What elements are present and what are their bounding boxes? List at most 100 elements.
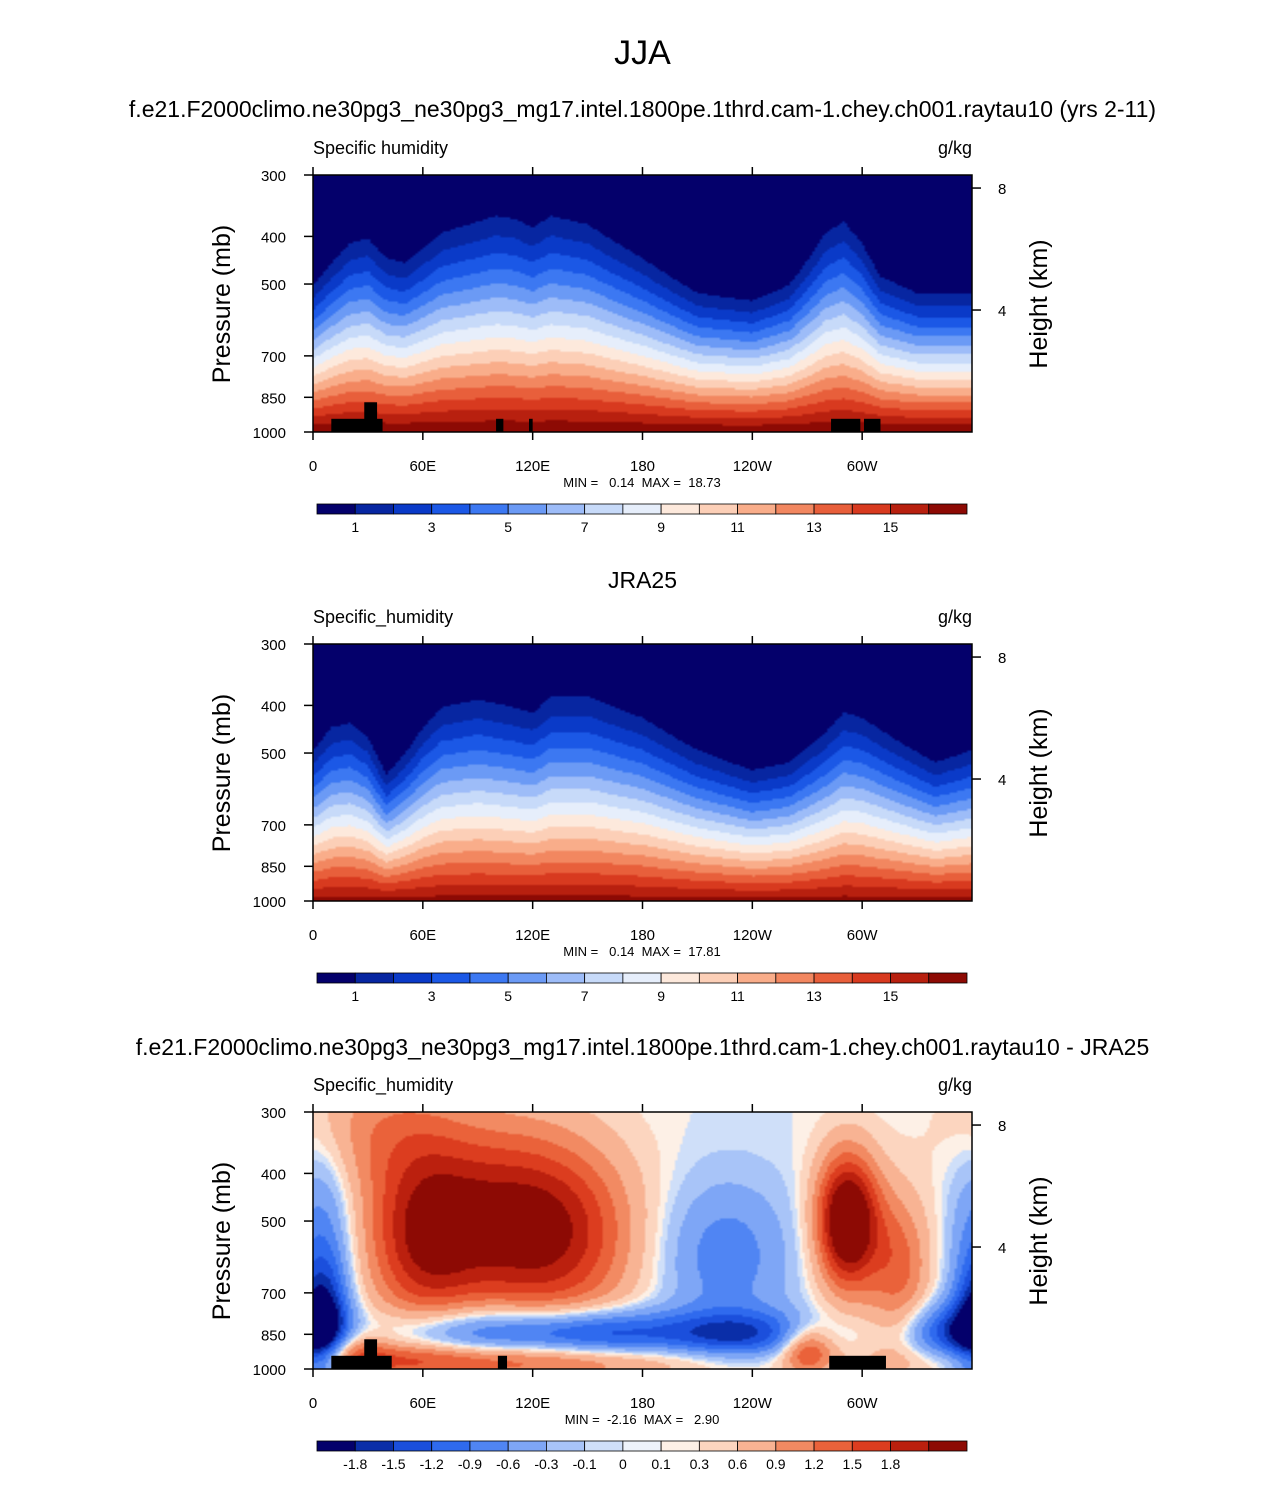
colorbar-swatch	[393, 503, 433, 515]
y-tick-label: 1000	[253, 425, 286, 442]
colorbar-swatch	[737, 972, 777, 984]
x-tick-label: 180	[630, 1395, 655, 1412]
y-tick-label: 400	[261, 698, 286, 715]
colorbar-swatch	[469, 503, 509, 515]
x-tick-label: 60E	[409, 927, 436, 944]
colorbar-swatch	[546, 972, 586, 984]
panel-1-ylabel: Pressure (mb)	[208, 225, 236, 383]
y-tick-label: 700	[261, 349, 286, 366]
y2-tick-label: 4	[998, 772, 1006, 789]
colorbar-swatch	[622, 972, 662, 984]
colorbar-label: 0	[619, 1456, 627, 1472]
colorbar-swatch	[890, 972, 930, 984]
x-tick-label: 120W	[733, 1395, 773, 1412]
y-tick-label: 500	[261, 746, 286, 763]
colorbar-label: 1	[351, 519, 359, 535]
colorbar-label: -1.5	[381, 1456, 405, 1472]
topography-mask	[529, 418, 533, 432]
colorbar-swatch	[507, 503, 547, 515]
colorbar-swatch	[622, 1440, 662, 1452]
colorbar-swatch	[431, 1440, 471, 1452]
colorbar-label: 0.6	[728, 1456, 748, 1472]
colorbar-swatch	[507, 972, 547, 984]
colorbar-swatch	[737, 1440, 777, 1452]
y-tick-label: 1000	[253, 1362, 286, 1379]
y-tick-label: 700	[261, 818, 286, 835]
colorbar-label: 0.3	[690, 1456, 710, 1472]
colorbar-label: -1.8	[343, 1456, 367, 1472]
colorbar-label: 13	[806, 988, 822, 1004]
panel-3-units-label: g/kg	[938, 1075, 972, 1095]
y-tick-label: 700	[261, 1286, 286, 1303]
panel-2-chart: Specific_humidity g/kg Pressure (mb) Hei…	[208, 607, 1053, 1004]
panel-1-title: f.e21.F2000climo.ne30pg3_ne30pg3_mg17.in…	[128, 96, 1157, 122]
x-tick-label: 120E	[515, 1395, 550, 1412]
panel-1-y2label: Height (km)	[1025, 239, 1053, 368]
y2-tick-label: 8	[998, 650, 1006, 667]
colorbar-swatch	[584, 503, 624, 515]
colorbar-swatch	[813, 972, 853, 984]
colorbar-swatch	[737, 503, 777, 515]
colorbar-swatch	[775, 1440, 815, 1452]
panel-3-variable-label: Specific_humidity	[313, 1075, 453, 1096]
colorbar-swatch	[698, 972, 738, 984]
colorbar-swatch	[660, 1440, 700, 1452]
panel-3-y2label: Height (km)	[1025, 1176, 1053, 1305]
colorbar-swatch	[851, 972, 891, 984]
colorbar-swatch	[775, 972, 815, 984]
panel-1-units-label: g/kg	[938, 138, 972, 158]
colorbar-label: -0.6	[496, 1456, 520, 1472]
colorbar-swatch	[354, 503, 394, 515]
topography-mask	[863, 418, 881, 432]
panel-2-y2label: Height (km)	[1025, 708, 1053, 837]
panel-1-chart: Specific humidity g/kg Pressure (mb) Hei…	[208, 138, 1053, 535]
colorbar-label: -1.2	[420, 1456, 444, 1472]
colorbar-label: 3	[428, 519, 436, 535]
colorbar-label: -0.1	[573, 1456, 597, 1472]
colorbar-label: -0.3	[534, 1456, 558, 1472]
panel-2-ylabel: Pressure (mb)	[208, 694, 236, 852]
panel-1-stats: MIN = 0.14 MAX = 18.73	[563, 475, 721, 490]
colorbar-label: 5	[504, 519, 512, 535]
colorbar-swatch	[698, 1440, 738, 1452]
colorbar-swatch	[584, 972, 624, 984]
y-tick-label: 400	[261, 1166, 286, 1183]
colorbar-swatch	[354, 972, 394, 984]
colorbar-swatch	[393, 1440, 433, 1452]
colorbar-swatch	[890, 1440, 930, 1452]
panel-2-variable-label: Specific_humidity	[313, 607, 453, 628]
x-tick-label: 0	[309, 458, 317, 475]
y-tick-label: 850	[261, 390, 286, 407]
x-tick-label: 0	[309, 1395, 317, 1412]
colorbar-swatch	[928, 503, 968, 515]
page-title: JJA	[614, 34, 671, 72]
y-tick-label: 400	[261, 229, 286, 246]
colorbar-label: 13	[806, 519, 822, 535]
field-raster	[313, 175, 972, 432]
colorbar-label: 7	[581, 988, 589, 1004]
y2-tick-label: 8	[998, 181, 1006, 198]
topography-mask	[331, 1355, 392, 1369]
panel-2-units-label: g/kg	[938, 607, 972, 627]
field-raster	[313, 1112, 972, 1369]
colorbar-swatch	[431, 972, 471, 984]
x-tick-label: 60E	[409, 1395, 436, 1412]
colorbar-label: 0.9	[766, 1456, 786, 1472]
colorbar-label: 5	[504, 988, 512, 1004]
colorbar-swatch	[316, 1440, 356, 1452]
colorbar-label: 1.5	[843, 1456, 863, 1472]
x-tick-label: 60E	[409, 458, 436, 475]
colorbar-swatch	[431, 503, 471, 515]
colorbar-swatch	[813, 1440, 853, 1452]
colorbar-swatch	[546, 1440, 586, 1452]
y-tick-label: 300	[261, 1105, 286, 1122]
y-tick-label: 850	[261, 859, 286, 876]
x-tick-label: 120E	[515, 927, 550, 944]
colorbar-label: 11	[730, 988, 745, 1004]
colorbar-label: -0.9	[458, 1456, 482, 1472]
x-tick-label: 180	[630, 927, 655, 944]
colorbar-swatch	[698, 503, 738, 515]
colorbar-swatch	[316, 972, 356, 984]
topography-mask	[364, 1339, 378, 1369]
x-tick-label: 60W	[847, 1395, 879, 1412]
